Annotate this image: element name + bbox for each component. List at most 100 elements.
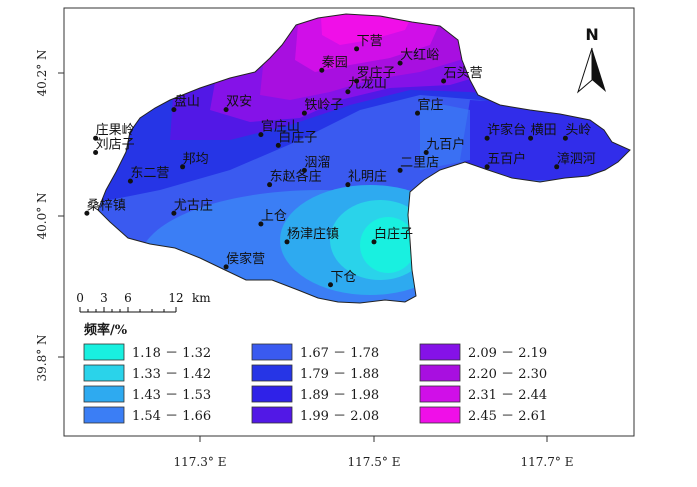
legend-range-label: 1.79 － 1.88 [300, 367, 379, 382]
place-label: 双安 [226, 95, 252, 110]
legend-swatch [83, 385, 125, 403]
place-marker [171, 210, 177, 216]
place-label: 邦均 [183, 152, 209, 167]
place-marker [223, 264, 229, 270]
place-label: 下仓 [331, 270, 357, 285]
place-label: 白庄子 [278, 129, 317, 145]
legend-range-label: 1.33 － 1.42 [132, 367, 211, 382]
place-label: 杨津庄镇 [287, 226, 339, 242]
place-marker [423, 150, 429, 155]
place-marker [371, 239, 377, 245]
scale-tick-12: 12 [168, 291, 183, 305]
legend-swatch [83, 406, 125, 424]
legend-range-label: 2.20 － 2.30 [468, 367, 547, 382]
place-label: 桑梓镇 [87, 198, 126, 213]
place-label: 铁岭子 [304, 98, 343, 113]
legend-range-label: 2.31 － 2.44 [468, 388, 547, 403]
legend-swatch [83, 343, 125, 361]
place-label: 下营 [357, 34, 383, 49]
legend-swatch [251, 343, 293, 361]
place-label: 盘山 [174, 94, 200, 110]
legend-range-label: 1.99 － 2.08 [300, 409, 379, 424]
place-marker [267, 182, 273, 188]
place-marker [171, 107, 177, 113]
place-label: 尤古庄 [174, 197, 213, 213]
scale-tick-0: 0 [76, 291, 84, 305]
place-label: 官庄山 [261, 119, 300, 135]
scale-tick-6: 6 [124, 291, 132, 305]
legend-swatch [251, 364, 293, 382]
scale-unit: km [192, 291, 211, 305]
place-marker [562, 135, 568, 141]
legend-range-label: 2.09 － 2.19 [468, 346, 547, 361]
legend-swatch [251, 385, 293, 403]
place-label: 白庄子 [374, 226, 413, 242]
place-marker [397, 60, 403, 66]
place-label: 五百户 [487, 151, 526, 167]
place-label: 九百户 [426, 137, 465, 153]
place-label: 横田 [531, 123, 557, 138]
place-label: 刘店子 [96, 138, 135, 153]
place-marker [258, 221, 264, 227]
place-marker [258, 132, 264, 138]
place-marker [345, 182, 351, 188]
place-marker [301, 110, 307, 116]
lat-label-40-2: 40.2° N [35, 49, 49, 96]
legend-swatch [419, 364, 461, 382]
region-outline [97, 13, 631, 304]
place-marker [223, 107, 229, 113]
legend-range-label: 1.43 － 1.53 [132, 388, 211, 403]
lon-label-117-5: 117.5° E [348, 455, 401, 469]
place-label: 漳泗河 [557, 151, 596, 167]
lon-label-117-3: 117.3° E [174, 455, 227, 469]
place-marker [319, 67, 325, 73]
scale-tick-3: 3 [100, 291, 108, 305]
place-marker [180, 164, 186, 170]
lon-label-117-7: 117.7° E [521, 455, 574, 469]
place-marker [354, 46, 360, 52]
place-label: 大红峪 [400, 47, 439, 63]
place-label: 庄果岭 [96, 122, 135, 138]
place-marker [284, 239, 290, 245]
north-arrow-label: N [585, 25, 598, 44]
legend-range-label: 2.45 － 2.61 [468, 409, 547, 424]
place-marker [484, 164, 490, 170]
legend-swatch [83, 364, 125, 382]
place-label: 上仓 [261, 209, 287, 224]
place-marker [345, 89, 351, 95]
place-marker [484, 135, 490, 141]
scale-bar: 0 3 6 12 km [76, 291, 211, 313]
place-label: 洇溜 [304, 155, 330, 170]
north-arrow: N [576, 25, 606, 94]
legend-range-label: 1.67 － 1.78 [300, 346, 379, 361]
place-label: 罗庄子 [357, 65, 396, 81]
place-marker [127, 178, 133, 184]
place-marker [415, 110, 420, 116]
legend: 频率/% 1.18 － 1.321.33 － 1.421.43 － 1.531.… [83, 322, 547, 424]
place-label: 二里店 [400, 155, 439, 170]
legend-swatch [419, 385, 461, 403]
place-label: 东赵各庄 [270, 169, 322, 185]
lat-label-39-8: 39.8° N [35, 334, 49, 381]
place-marker [301, 167, 307, 173]
place-marker [397, 167, 403, 173]
lat-ticks [58, 72, 548, 442]
place-marker [93, 135, 99, 141]
legend-swatch [251, 406, 293, 424]
lat-label-40-0: 40.0° N [35, 192, 49, 239]
place-label: 侯家营 [226, 251, 265, 267]
legend-range-label: 1.54 － 1.66 [132, 409, 211, 424]
place-marker [354, 78, 360, 84]
place-label: 许家台 [487, 122, 526, 138]
place-label: 石头营 [444, 66, 483, 81]
place-marker [528, 135, 534, 141]
place-marker [275, 142, 281, 148]
place-label: 礼明庄 [348, 169, 387, 185]
place-label: 九龙山 [348, 77, 387, 92]
legend-swatch [419, 343, 461, 361]
legend-range-label: 1.89 － 1.98 [300, 388, 379, 403]
place-marker [441, 78, 447, 84]
legend-items: 1.18 － 1.32 1.33 － 1.42 1.43 － 1.53 1.54 － … [83, 343, 547, 424]
